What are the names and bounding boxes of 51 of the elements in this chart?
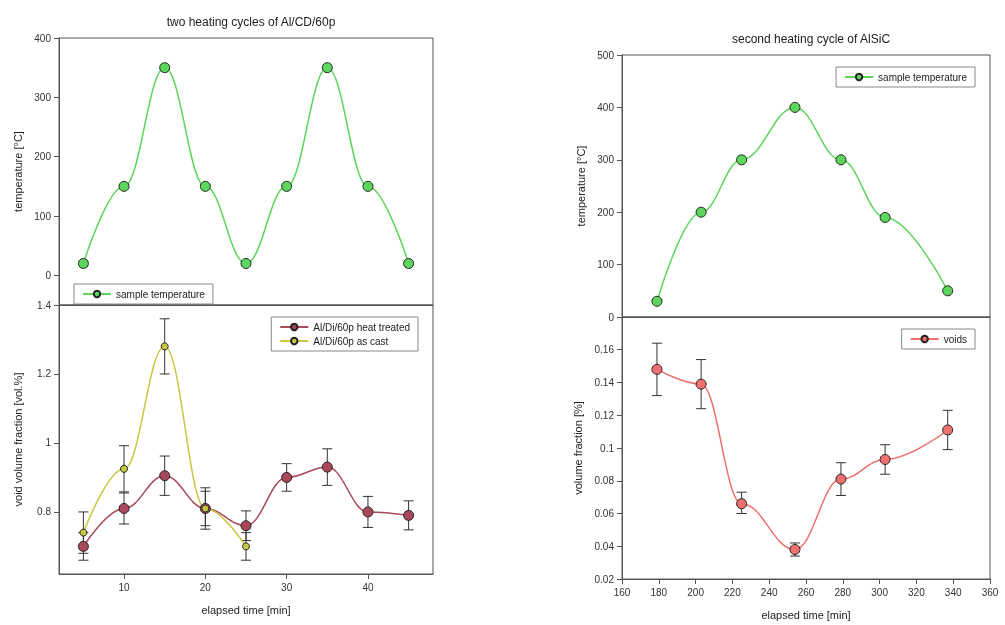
x-tick-label: 220 bbox=[724, 586, 742, 598]
y-axis-title: volume fraction [%] bbox=[572, 401, 585, 495]
y-tick-label: 0.02 bbox=[594, 573, 615, 585]
x-tick-label: 260 bbox=[797, 586, 815, 598]
y-tick-label: 0.16 bbox=[594, 344, 615, 356]
y-tick-label: 0.8 bbox=[37, 506, 52, 518]
y-tick-label: 300 bbox=[34, 91, 52, 103]
y-tick-label: 0 bbox=[45, 269, 52, 281]
legend-label: Al/Di/60p as cast bbox=[313, 335, 389, 347]
y-axis-title: temperature [°C] bbox=[574, 145, 587, 227]
x-tick-label: 200 bbox=[687, 586, 705, 598]
y-tick-label: 0.12 bbox=[594, 409, 615, 421]
y-axis-title: void volume fraction [vol.%] bbox=[11, 372, 24, 507]
x-tick-label: 320 bbox=[908, 586, 926, 598]
x-tick-label: 10 bbox=[118, 581, 131, 593]
x-tick-label: 280 bbox=[834, 586, 852, 598]
y-tick-label: 0 bbox=[608, 311, 615, 323]
y-tick-label: 1.2 bbox=[37, 368, 52, 380]
legend-label: sample temperature bbox=[116, 288, 206, 300]
y-tick-label: 400 bbox=[34, 32, 52, 44]
x-tick-label: 30 bbox=[281, 581, 293, 593]
y-tick-label: 200 bbox=[597, 206, 615, 218]
x-tick-label: 340 bbox=[944, 586, 962, 598]
y-tick-label: 0.1 bbox=[600, 442, 615, 454]
y-tick-label: 500 bbox=[597, 49, 615, 61]
x-tick-label: 180 bbox=[650, 586, 668, 598]
y-tick-label: 0.08 bbox=[594, 475, 615, 487]
y-tick-label: 300 bbox=[597, 154, 615, 166]
y-tick-label: 100 bbox=[34, 210, 52, 222]
x-tick-label: 240 bbox=[760, 586, 778, 598]
legend-label: voids bbox=[943, 333, 968, 345]
x-tick-label: 360 bbox=[981, 586, 999, 598]
x-tick-label: 300 bbox=[871, 586, 889, 598]
x-axis-title: elapsed time [min] bbox=[201, 603, 291, 616]
y-tick-label: 0.14 bbox=[594, 377, 615, 388]
y-tick-label: 100 bbox=[597, 259, 615, 271]
chart-title: second heating cycle of AlSiC bbox=[731, 32, 891, 46]
x-axis-title: elapsed time [min] bbox=[761, 608, 851, 621]
y-tick-label: 0.06 bbox=[594, 508, 615, 519]
y-tick-label: 400 bbox=[597, 101, 615, 113]
x-tick-label: 20 bbox=[199, 581, 212, 593]
legend-label: Al/Di/60p heat treated bbox=[313, 321, 411, 333]
legend-label: sample temperature bbox=[878, 71, 968, 83]
y-axis-title: temperature [°C] bbox=[11, 131, 24, 212]
y-tick-label: 1 bbox=[45, 437, 52, 449]
x-tick-label: 40 bbox=[362, 581, 374, 593]
y-tick-label: 200 bbox=[34, 151, 52, 163]
y-tick-label: 0.04 bbox=[594, 540, 615, 552]
x-tick-label: 160 bbox=[613, 586, 631, 598]
chart-title: two heating cycles of Al/CD/60p bbox=[166, 15, 336, 29]
y-tick-label: 1.4 bbox=[37, 299, 52, 311]
